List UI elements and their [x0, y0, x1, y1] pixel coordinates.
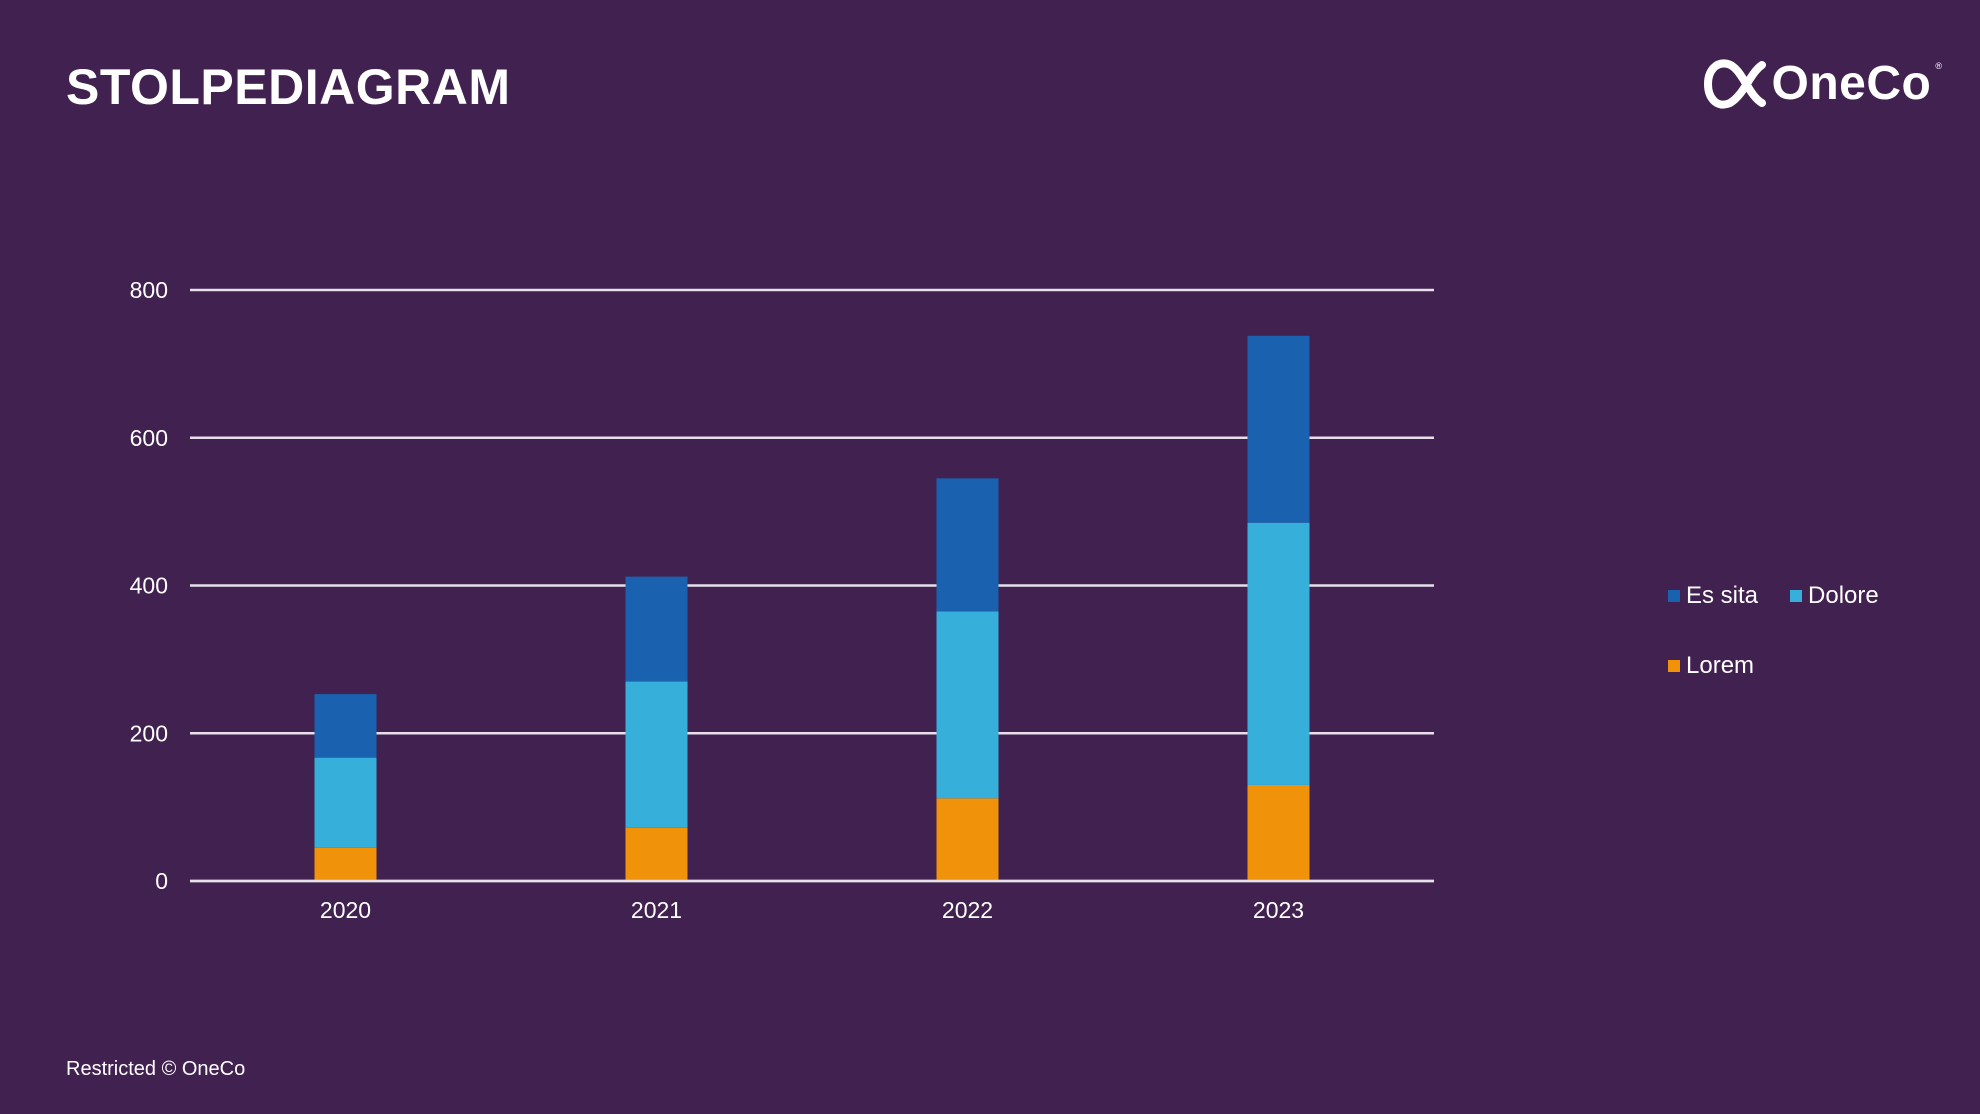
bar-es-sita-2022	[936, 478, 999, 612]
bar-lorem-2023	[1247, 784, 1310, 881]
legend-label: Es sita	[1686, 582, 1759, 609]
footer-text: Restricted © OneCo	[66, 1058, 246, 1080]
bar-lorem-2021	[625, 827, 688, 881]
registered-mark: ®	[1935, 60, 1942, 71]
y-tick-label: 200	[130, 720, 168, 746]
x-tick-label: 2022	[942, 897, 993, 923]
legend-row: Lorem	[1668, 652, 1908, 722]
logo-wordmark: OneCo	[1771, 57, 1932, 110]
bar-dolore-2022	[936, 611, 999, 799]
bar-dolore-2023	[1247, 522, 1310, 785]
legend-swatch	[1668, 590, 1680, 602]
bar-es-sita-2021	[625, 576, 688, 682]
bar-es-sita-2023	[1247, 335, 1310, 523]
bar-dolore-2020	[314, 757, 377, 848]
bar-lorem-2020	[314, 847, 377, 881]
y-tick-label: 400	[130, 573, 168, 599]
y-tick-label: 600	[130, 425, 168, 451]
legend-label: Lorem	[1686, 652, 1755, 679]
x-tick-label: 2021	[631, 897, 682, 923]
legend-item-lorem: Lorem	[1668, 652, 1754, 680]
y-tick-label: 800	[130, 277, 168, 303]
legend-swatch	[1668, 660, 1680, 672]
legend-swatch	[1790, 590, 1803, 602]
y-tick-label: 0	[155, 868, 168, 894]
alpha-loop-icon	[1703, 58, 1766, 108]
bar-es-sita-2020	[314, 694, 377, 758]
x-tick-label: 2020	[320, 897, 371, 923]
legend-row: Es sita Dolore	[1668, 582, 1908, 652]
legend-item-dolore: Dolore	[1790, 582, 1879, 610]
chart-legend: Es sita Dolore Lorem	[1668, 582, 1908, 722]
x-tick-label: 2023	[1253, 897, 1304, 923]
legend-item-es-sita: Es sita	[1668, 582, 1758, 610]
oneco-logo: OneCo ®	[1703, 56, 1942, 111]
legend-label: Dolore	[1808, 582, 1879, 609]
bar-lorem-2022	[936, 798, 999, 881]
slide-title: STOLPEDIAGRAM	[66, 59, 511, 115]
bar-dolore-2021	[625, 681, 688, 828]
